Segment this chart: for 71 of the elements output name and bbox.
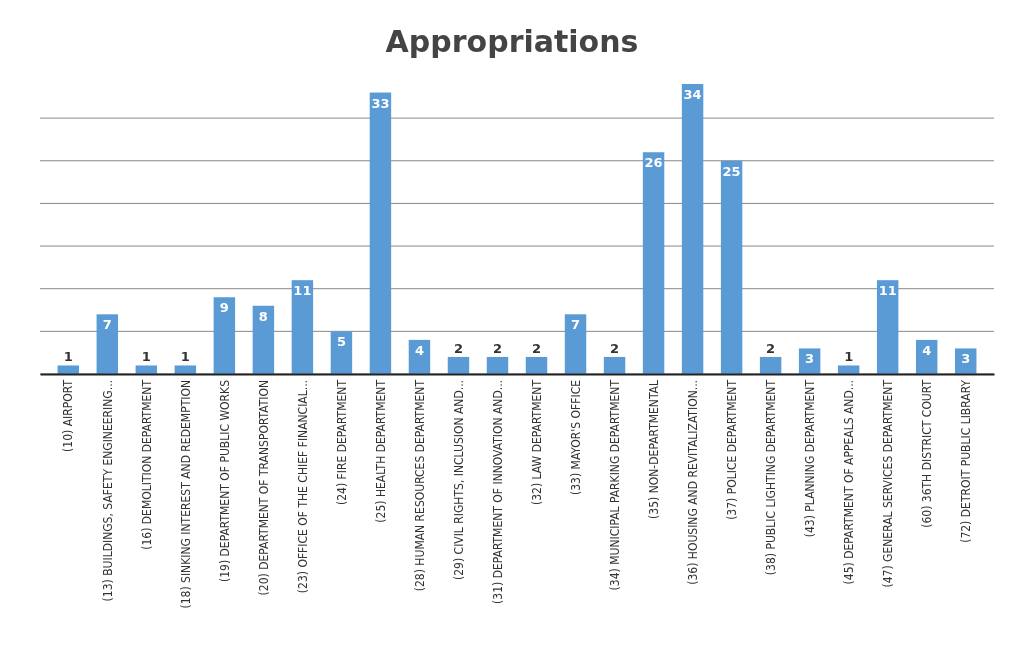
chart-title: Appropriations (385, 24, 639, 59)
bar (837, 365, 860, 374)
x-tick-label: (47) GENERAL SERVICES DEPARTMENT (880, 379, 895, 588)
bar (681, 84, 704, 374)
bar (564, 314, 587, 374)
x-tick-label: (35) NON-DEPARTMENTAL (646, 380, 661, 519)
bar (603, 356, 626, 374)
x-tick-label: (24) FIRE DEPARTMENT (334, 379, 349, 506)
data-label: 7 (571, 317, 581, 333)
data-label: 2 (453, 340, 463, 356)
data-label: 9 (219, 300, 229, 316)
bar (174, 365, 197, 374)
data-label: 1 (63, 349, 73, 365)
x-tick-label: (20) DEPARTMENT OF TRANSPORTATION (256, 380, 271, 596)
bar (915, 339, 938, 374)
bar (252, 305, 275, 374)
data-label: 1 (180, 349, 190, 365)
x-tick-label: (28) HUMAN RESOURCES DEPARTMENT (412, 379, 427, 592)
bar (213, 297, 236, 374)
x-tick-label: (19) DEPARTMENT OF PUBLIC WORKS (217, 379, 232, 583)
x-tick-label: (45) DEPARTMENT OF APPEALS AND... (841, 380, 856, 585)
data-label: 26 (644, 155, 663, 171)
bar (447, 356, 470, 374)
x-tick-label: (23) OFFICE OF THE CHIEF FINANCIAL... (295, 380, 310, 594)
x-tick-label: (34) MUNICIPAL PARKING DEPARTMENT (607, 379, 622, 591)
bar (291, 280, 314, 374)
data-label: 8 (258, 308, 268, 324)
x-tick-label: (60) 36TH DISTRICT COURT (919, 379, 934, 528)
x-tick-label: (32) LAW DEPARTMENT (529, 379, 544, 505)
data-label: 11 (293, 283, 312, 299)
bar (759, 356, 782, 374)
data-label: 2 (610, 340, 620, 356)
bar (408, 339, 431, 374)
bar (525, 356, 548, 374)
bar (96, 314, 119, 374)
bar (876, 280, 899, 374)
x-tick-label: (31) DEPARTMENT OF INNOVATION AND... (490, 380, 505, 604)
data-label: 33 (371, 95, 390, 111)
data-label: 3 (805, 351, 815, 367)
x-tick-label: (25) HEALTH DEPARTMENT (373, 379, 388, 523)
bar (642, 152, 665, 374)
x-tick-label: (18) SINKING INTEREST AND REDEMPTION (178, 380, 193, 609)
x-tick-label: (33) MAYOR'S OFFICE (568, 379, 583, 495)
bar (57, 365, 80, 374)
data-label: 2 (531, 340, 542, 356)
data-label: 1 (141, 349, 151, 365)
data-label: 1 (844, 349, 854, 365)
x-tick-label: (29) CIVIL RIGHTS, INCLUSION AND... (451, 380, 466, 580)
data-label: 34 (683, 87, 702, 102)
x-tick-label: (16) DEMOLITION DEPARTMENT (139, 379, 154, 550)
data-label: 4 (414, 342, 424, 358)
x-tick-label: (38) PUBLIC LIGHTING DEPARTMENT (763, 379, 778, 576)
x-tick-label: (43) PLANNING DEPARTMENT (802, 379, 817, 538)
bar (486, 356, 509, 374)
bar (720, 160, 743, 374)
bar (330, 331, 353, 374)
x-tick-label: (72) DETROIT PUBLIC LIBRARY (958, 379, 973, 543)
x-tick-label: (10) AIRPORT (61, 379, 76, 452)
bar (369, 92, 392, 374)
data-label: 4 (922, 342, 932, 358)
data-label: 7 (102, 317, 112, 333)
data-label: 11 (878, 283, 897, 299)
data-label: 2 (766, 340, 776, 356)
data-label: 25 (722, 163, 741, 179)
data-label: 2 (492, 340, 503, 356)
x-tick-label: (36) HOUSING AND REVITALIZATION... (685, 380, 700, 585)
data-label: 5 (336, 334, 346, 350)
x-tick-label: (13) BUILDINGS, SAFETY ENGINEERING... (100, 380, 115, 602)
x-tick-label: (37) POLICE DEPARTMENT (724, 379, 739, 520)
bar (135, 365, 158, 374)
data-label: 3 (961, 351, 971, 367)
